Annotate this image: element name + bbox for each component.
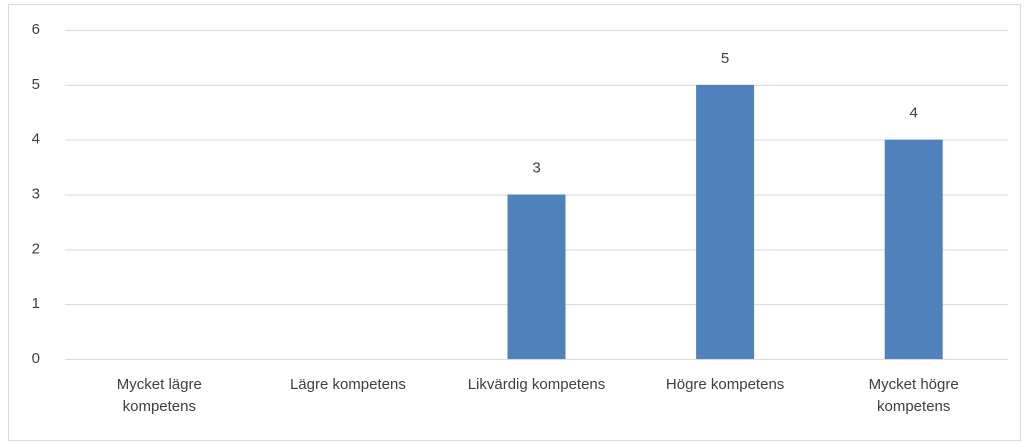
chart-border — [8, 4, 1021, 441]
y-tick-label: 5 — [32, 76, 40, 93]
x-tick-label: Högre kompetens — [665, 376, 785, 393]
data-label: 5 — [721, 50, 729, 67]
y-tick-label: 4 — [32, 131, 40, 148]
x-tick-label: Mycket högre kompetens — [868, 376, 959, 415]
bar — [507, 194, 566, 359]
bar — [696, 84, 755, 359]
y-tick-label: 3 — [32, 185, 40, 202]
x-tick-label: Mycket lägre kompetens — [116, 376, 202, 415]
bar — [884, 139, 943, 359]
data-label: 3 — [532, 159, 540, 176]
data-label: 4 — [910, 105, 918, 122]
y-tick-label: 6 — [32, 21, 40, 38]
y-tick-label: 2 — [32, 240, 40, 257]
x-tick-label: Lägre kompetens — [289, 376, 406, 393]
y-tick-label: 0 — [32, 350, 40, 367]
x-tick-label: Likvärdig kompetens — [467, 376, 606, 393]
y-tick-label: 1 — [32, 295, 40, 312]
